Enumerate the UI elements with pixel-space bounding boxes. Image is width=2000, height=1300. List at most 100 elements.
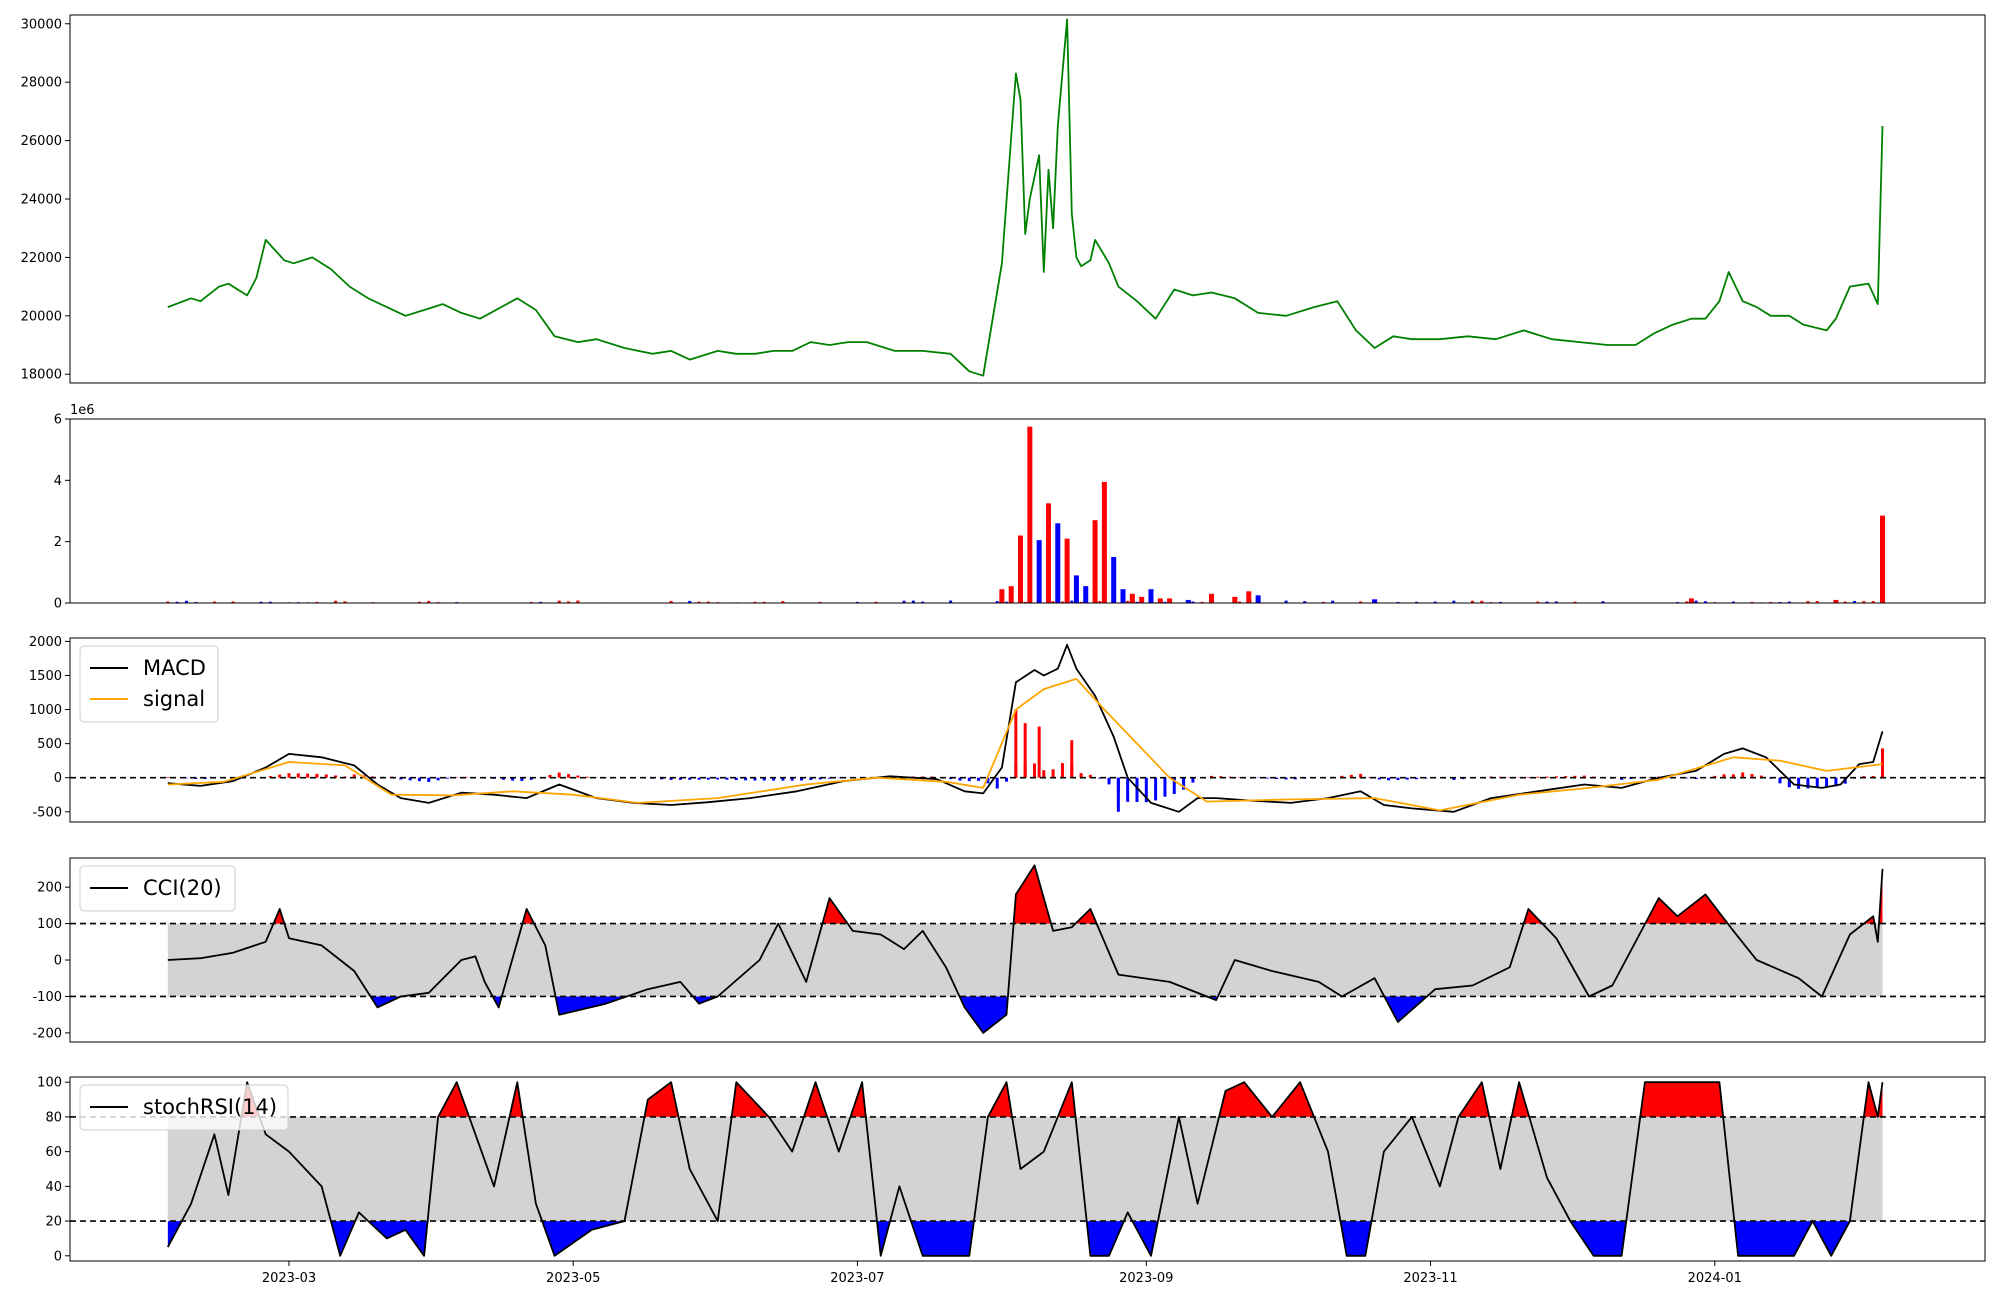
volume-bar [1703, 601, 1707, 603]
macd-hist-bar [827, 777, 831, 779]
cci-ytick-label: -100 [32, 990, 62, 1005]
signal-line [167, 678, 1883, 812]
price-ytick-label: 18000 [21, 368, 62, 383]
volume-bar [343, 601, 347, 603]
volume-bar [1060, 601, 1064, 603]
volume-bar [1111, 557, 1117, 603]
volume-bar [259, 601, 263, 603]
volume-bar [1246, 591, 1252, 603]
volume-bar [1879, 515, 1885, 603]
macd-hist-bar [296, 773, 300, 778]
macd-hist-bar [1210, 775, 1214, 778]
macd-hist-bar [1815, 777, 1819, 788]
macd-ytick-label: 1500 [29, 669, 62, 684]
volume-bar [1051, 601, 1055, 603]
stochrsi-legend-label: stochRSI(14) [143, 1095, 277, 1119]
macd-hist-bar [1051, 769, 1055, 778]
macd-legend-label: signal [143, 687, 205, 711]
price-ytick-label: 24000 [21, 193, 62, 208]
macd-hist-bar [1042, 770, 1046, 778]
macd-hist-bar [1144, 777, 1148, 803]
macd-hist-bar [576, 775, 580, 778]
macd-hist-bar [1284, 777, 1288, 780]
macd-hist-bar [567, 774, 571, 778]
volume-bar [995, 601, 999, 603]
macd-hist-bar [716, 777, 720, 780]
volume-bar [1573, 601, 1577, 603]
macd-hist-bar [744, 777, 748, 781]
volume-bar [1731, 601, 1735, 603]
price-ytick-label: 28000 [21, 76, 62, 91]
macd-hist-bar [1060, 763, 1064, 778]
macd-hist-bar [417, 777, 421, 782]
macd-hist-bar [1340, 775, 1344, 778]
cci-ytick-label: 100 [37, 917, 62, 932]
price-plot-area [167, 18, 1884, 377]
volume-bar [1601, 601, 1605, 603]
macd-hist-bar [1135, 777, 1139, 802]
volume-bar [1079, 601, 1083, 603]
volume-bar [1750, 601, 1754, 603]
volume-bar [1209, 593, 1215, 603]
macd-hist-bar [1154, 777, 1158, 801]
macd-hist-bar [986, 777, 990, 784]
macd-ytick-label: -500 [32, 805, 62, 820]
volume-bar [1806, 601, 1810, 603]
macd-ytick-label: 500 [37, 737, 62, 752]
volume-bar [1396, 601, 1400, 603]
volume-bar [697, 601, 701, 603]
macd-hist-bar [1731, 774, 1735, 778]
macd-hist-bar [706, 777, 710, 780]
price-ytick-label: 30000 [21, 17, 62, 32]
macd-hist-bar [753, 777, 757, 781]
volume-scale-label: 1e6 [70, 403, 95, 418]
macd-hist-bar [1778, 777, 1782, 784]
volume-bar [1871, 601, 1875, 603]
macd-ytick-label: 2000 [29, 635, 62, 650]
stochrsi-legend-box [79, 1084, 289, 1131]
stochrsi-overbought-fill [167, 1082, 1883, 1117]
x-tick-label: 2023-11 [1403, 1271, 1457, 1286]
volume-bar [1045, 503, 1051, 603]
macd-hist-bar [166, 776, 170, 778]
cci-oversold-fill [167, 996, 1883, 1033]
volume-bar [268, 601, 272, 603]
volume-bar [1200, 601, 1204, 603]
price-frame [69, 14, 1986, 384]
macd-hist-bar [1163, 777, 1167, 797]
macd-hist-bar [1741, 772, 1745, 778]
volume-bar [1238, 601, 1242, 603]
macd-hist-bar [1787, 777, 1791, 788]
cci-panel: CCI(20) -200 -100 0 100 200 [32, 857, 1986, 1043]
macd-hist-bar [1014, 709, 1018, 778]
macd-hist-bar [1508, 777, 1512, 778]
macd-hist-bar [306, 773, 310, 778]
macd-hist-bar [1759, 775, 1763, 778]
macd-hist-bar [324, 774, 328, 778]
cci-frame [69, 857, 1986, 1043]
volume-bar [529, 601, 533, 603]
macd-hist-bar [557, 772, 561, 778]
volume-bar [567, 601, 571, 603]
macd-hist-bar [1005, 777, 1009, 782]
macd-hist-bar [1377, 777, 1381, 780]
volume-bar [1787, 601, 1791, 603]
volume-plot-area [166, 426, 1885, 603]
volume-bar [902, 600, 906, 603]
volume-bar [1135, 601, 1139, 603]
macd-hist-bar [1037, 726, 1041, 778]
volume-bar [1685, 601, 1689, 603]
macd-hist-bar [781, 777, 785, 781]
macd-hist-bar [1079, 773, 1083, 778]
macd-hist-bar [1023, 723, 1027, 778]
volume-bar [1070, 600, 1074, 603]
volume-bar [334, 600, 338, 603]
volume-bar [1433, 601, 1437, 603]
volume-bar [911, 600, 915, 603]
macd-hist-bar [790, 777, 794, 781]
volume-bar [781, 601, 785, 603]
volume-bar [1055, 523, 1061, 603]
volume-bar [949, 600, 953, 603]
volume-bar [1064, 538, 1070, 603]
